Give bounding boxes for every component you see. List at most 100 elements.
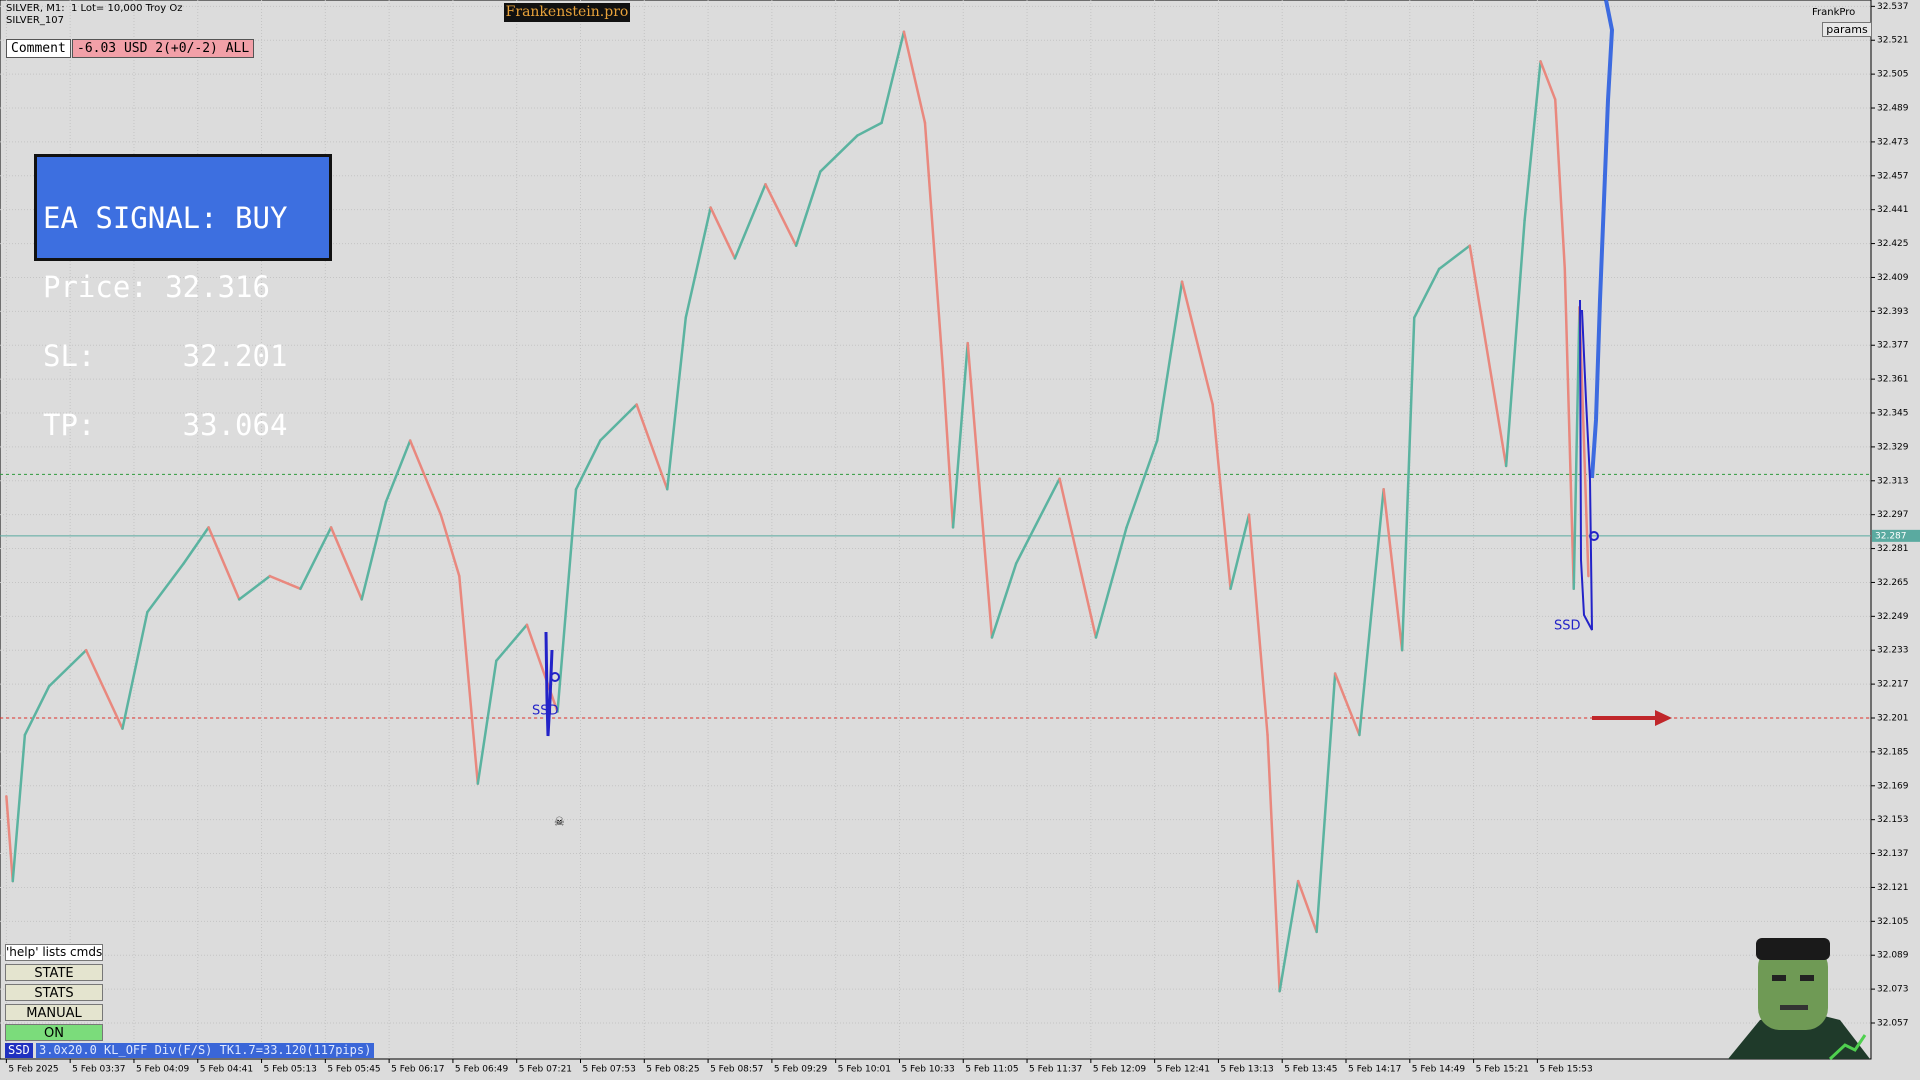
price-segment xyxy=(439,513,461,578)
y-tick-label: 32.393 xyxy=(1877,307,1909,317)
x-tick-label: 5 Feb 09:29 xyxy=(774,1065,828,1075)
price-segment xyxy=(1229,513,1251,591)
account-info: SILVER_107 xyxy=(6,15,64,26)
price-segment xyxy=(1247,513,1269,737)
signal-line: EA SIGNAL: BUY xyxy=(43,201,288,235)
x-tick-label: 5 Feb 12:41 xyxy=(1157,1065,1210,1075)
x-tick-label: 5 Feb 05:45 xyxy=(327,1065,380,1075)
x-tick-label: 5 Feb 03:37 xyxy=(72,1065,125,1075)
stats-button[interactable]: STATS xyxy=(5,984,103,1001)
price-segment xyxy=(11,733,27,883)
price-segment xyxy=(1211,403,1232,591)
price-segment xyxy=(5,795,15,883)
price-segment xyxy=(635,403,669,491)
y-tick-label: 32.457 xyxy=(1877,171,1909,181)
price-segment xyxy=(684,206,712,319)
price-segment xyxy=(923,121,945,370)
symbol-info: SILVER, M1: 1 Lot= 10,000 Troy Oz xyxy=(6,3,183,14)
signal-panel: EA SIGNAL: BUY Price: 32.316 SL: 32.201 … xyxy=(34,154,332,440)
ssd-shape xyxy=(1579,299,1593,631)
price-segment xyxy=(880,30,906,125)
on-button[interactable]: ON xyxy=(5,1024,103,1041)
x-tick-label: 5 Feb 15:53 xyxy=(1539,1065,1592,1075)
y-tick-label: 32.489 xyxy=(1877,104,1909,114)
y-tick-label: 32.185 xyxy=(1877,747,1909,757)
x-tick-label: 5 Feb 04:41 xyxy=(200,1065,253,1075)
signal-line: TP: 33.064 xyxy=(43,408,288,442)
x-tick-label: 5 Feb 04:09 xyxy=(136,1065,190,1075)
x-tick-label: 5 Feb 14:49 xyxy=(1412,1065,1466,1075)
x-tick-label: 5 Feb 08:25 xyxy=(646,1065,699,1075)
logo-face xyxy=(1728,938,1870,1061)
x-tick-label: 5 Feb 15:21 xyxy=(1476,1065,1529,1075)
price-segment xyxy=(1468,244,1508,468)
price-segment xyxy=(1315,672,1337,934)
price-segment xyxy=(1382,488,1404,652)
y-tick-label: 32.073 xyxy=(1877,985,1909,995)
price-segment xyxy=(237,574,272,601)
price-segment xyxy=(182,526,210,565)
price-segment xyxy=(556,488,578,713)
y-tick-label: 32.345 xyxy=(1877,409,1909,419)
x-tick-label: 5 Feb 12:09 xyxy=(1093,1065,1147,1075)
price-segment xyxy=(1413,267,1441,319)
y-tick-label: 32.265 xyxy=(1877,578,1909,588)
price-segment xyxy=(299,526,333,591)
price-segment xyxy=(1180,280,1214,406)
price-segment xyxy=(990,562,1018,639)
price-segment xyxy=(1058,477,1098,639)
price-segment xyxy=(525,623,559,713)
price-segment xyxy=(819,134,859,173)
y-tick-label: 32.377 xyxy=(1877,341,1909,351)
price-segment xyxy=(1523,60,1542,222)
tp-line xyxy=(1590,0,1615,479)
brand: Frankenstein.pro xyxy=(504,3,630,22)
price-segment xyxy=(1125,439,1159,529)
y-tick-label: 32.169 xyxy=(1877,781,1909,791)
status-text: 3.0x20.0 KL_OFF Div(F/S) TK1.7=33.120(11… xyxy=(36,1043,375,1058)
y-tick-label: 32.153 xyxy=(1877,815,1909,825)
comment-label: Comment xyxy=(6,39,71,58)
price-segment xyxy=(1155,280,1184,442)
price-segment xyxy=(966,341,994,639)
x-tick-label: 5 Feb 10:33 xyxy=(901,1065,954,1075)
x-tick-label: 5 Feb 05:13 xyxy=(264,1065,317,1075)
y-tick-label: 32.217 xyxy=(1877,680,1909,690)
x-tick-label: 5 Feb 13:45 xyxy=(1284,1065,1337,1075)
price-segment xyxy=(1572,305,1581,591)
icon: ☠ xyxy=(554,815,565,829)
y-tick-label: 32.297 xyxy=(1877,510,1909,520)
x-tick-label: 5 Feb 06:17 xyxy=(391,1065,444,1075)
price-segment xyxy=(476,659,498,785)
y-tick-label: 32.089 xyxy=(1877,951,1909,961)
y-tick-label: 32.313 xyxy=(1877,476,1909,486)
y-tick-label: 32.505 xyxy=(1877,70,1909,80)
sl-arrow-head xyxy=(1655,710,1672,726)
marker-label: SSD xyxy=(1554,619,1581,634)
y-tick-label: 32.121 xyxy=(1877,883,1909,893)
price-segment xyxy=(495,623,529,663)
marker xyxy=(550,672,560,682)
price-segment xyxy=(408,439,443,516)
y-tick-label: 32.137 xyxy=(1877,849,1909,859)
params-button[interactable]: params xyxy=(1822,22,1872,37)
manual-button[interactable]: MANUAL xyxy=(5,1004,103,1021)
price-segment xyxy=(47,648,88,688)
x-tick-label: 5 Feb 07:21 xyxy=(519,1065,572,1075)
state-button[interactable]: STATE xyxy=(5,964,103,981)
price-segment xyxy=(1553,98,1567,271)
y-tick-label: 32.409 xyxy=(1877,273,1909,283)
y-tick-label: 32.249 xyxy=(1877,612,1909,622)
price-segment xyxy=(1278,879,1300,993)
signal-line: Price: 32.316 xyxy=(43,270,270,304)
price-segment xyxy=(360,500,388,601)
price-segment xyxy=(733,183,767,260)
y-tick-label: 32.537 xyxy=(1877,2,1909,12)
x-tick-label: 5 Feb 06:49 xyxy=(455,1065,509,1075)
price-segment xyxy=(794,170,822,247)
price-label: 32.287 xyxy=(1875,531,1907,541)
x-tick-label: 5 Feb 11:37 xyxy=(1029,1065,1082,1075)
price-segment xyxy=(1504,219,1526,468)
price-segment xyxy=(709,206,737,260)
price-segment xyxy=(599,403,638,442)
